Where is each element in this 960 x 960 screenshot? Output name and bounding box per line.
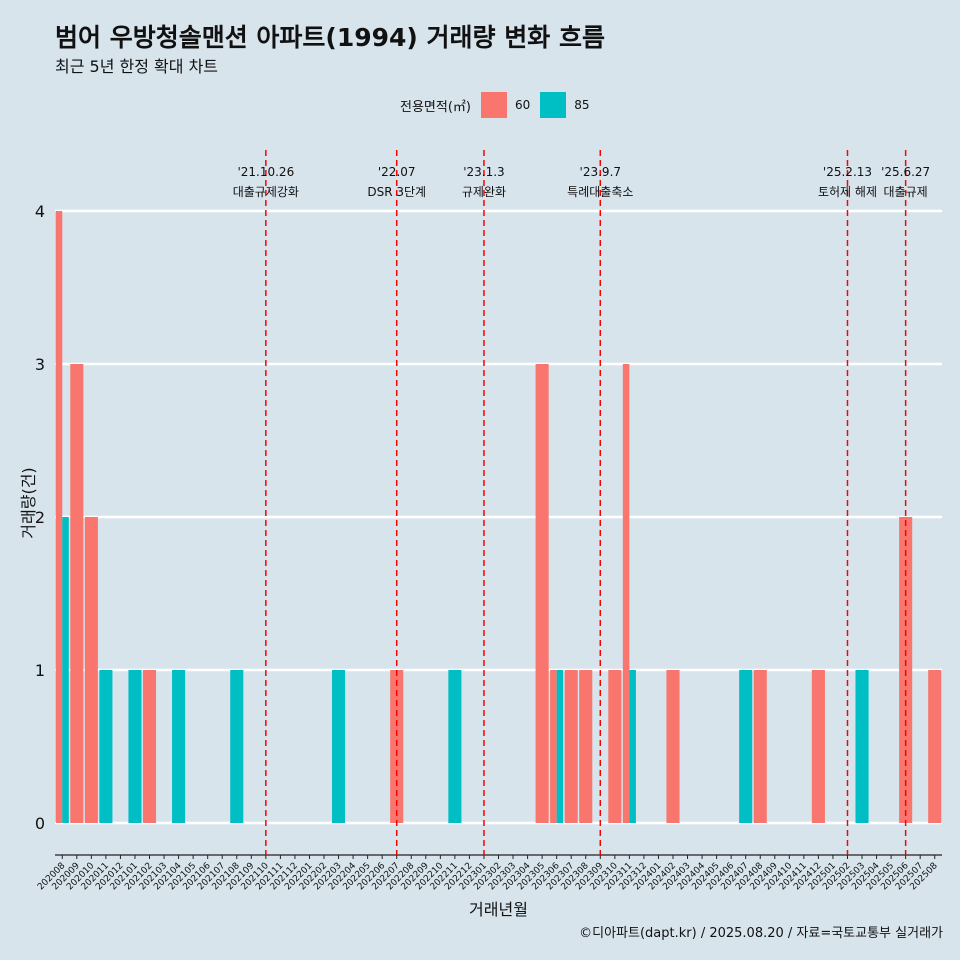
event-date-label: '23.1.3 bbox=[463, 165, 504, 179]
bar-60-202306 bbox=[550, 670, 557, 823]
legend: 전용면적(㎡) 60 85 bbox=[0, 92, 960, 118]
bar-60-202412 bbox=[811, 670, 825, 823]
bar-85-202008 bbox=[62, 517, 69, 823]
bar-60-202102 bbox=[142, 670, 157, 823]
y-tick-label: 2 bbox=[35, 508, 45, 527]
event-name-label: 특례대출축소 bbox=[567, 185, 633, 199]
bar-60-202008 bbox=[55, 211, 63, 823]
bar-60-202009 bbox=[70, 364, 84, 823]
event-date-label: '25.2.13 bbox=[823, 165, 872, 179]
bar-60-202311 bbox=[622, 364, 630, 823]
chart-subtitle: 최근 5년 한정 확대 차트 bbox=[55, 57, 219, 76]
bar-60-202010 bbox=[84, 517, 98, 823]
bar-60-202402 bbox=[666, 670, 680, 823]
y-axis-title: 거래량(건) bbox=[19, 467, 38, 538]
bar-60-202207 bbox=[390, 670, 404, 823]
bar-85-202211 bbox=[448, 670, 462, 823]
bar-85-202503 bbox=[855, 670, 869, 823]
bar-85-202101 bbox=[128, 670, 142, 823]
bar-85-202011 bbox=[99, 670, 113, 823]
bar-60-202310 bbox=[608, 670, 622, 823]
bar-60-202408 bbox=[753, 670, 767, 823]
event-date-label: '25.6.27 bbox=[881, 165, 930, 179]
event-date-label: '23.9.7 bbox=[580, 165, 621, 179]
bar-85-202306 bbox=[556, 670, 564, 823]
legend-swatch-85 bbox=[540, 92, 567, 118]
y-tick-label: 4 bbox=[35, 202, 45, 221]
x-axis-title: 거래년월 bbox=[469, 900, 528, 919]
bar-85-202203 bbox=[332, 670, 346, 823]
y-tick-label: 0 bbox=[35, 814, 45, 833]
y-tick-label: 1 bbox=[35, 661, 45, 680]
legend-title: 전용면적(㎡) bbox=[400, 99, 471, 115]
bar-85-202108 bbox=[230, 670, 244, 823]
y-tick-label: 3 bbox=[35, 355, 45, 374]
event-date-label: '21.10.26 bbox=[237, 165, 294, 179]
event-name-label: 대출규제 bbox=[884, 185, 928, 199]
event-name-label: DSR 3단계 bbox=[367, 185, 426, 199]
bar-85-202311 bbox=[629, 670, 636, 823]
event-date-label: '22.07 bbox=[378, 165, 416, 179]
bar-85-202104 bbox=[172, 670, 186, 823]
bar-60-202305 bbox=[535, 364, 549, 823]
event-name-label: 규제완화 bbox=[462, 185, 506, 199]
bar-60-202307 bbox=[564, 670, 578, 823]
legend-swatch-60 bbox=[480, 92, 507, 118]
legend-label-60: 60 bbox=[514, 98, 531, 112]
credit-text: ©디아파트(dapt.kr) / 2025.08.20 / 자료=국토교통부 실… bbox=[579, 926, 943, 941]
legend-label-85: 85 bbox=[574, 98, 590, 112]
bar-85-202407 bbox=[739, 670, 753, 823]
bar-60-202508 bbox=[928, 670, 942, 823]
event-name-label: 토허제 해제 bbox=[818, 185, 877, 199]
event-name-label: 대출규제강화 bbox=[233, 185, 299, 199]
chart-title: 범어 우방청솔맨션 아파트(1994) 거래량 변화 흐름 bbox=[55, 23, 605, 52]
bar-60-202308 bbox=[579, 670, 593, 823]
